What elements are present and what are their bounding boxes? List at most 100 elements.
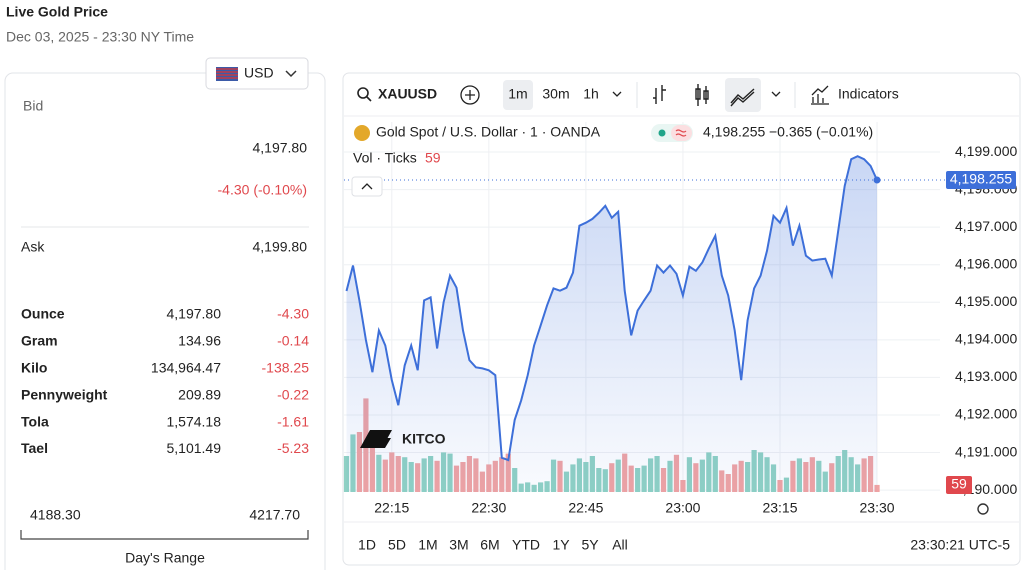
unit-change: -138.25 bbox=[262, 360, 310, 376]
collapse-button[interactable] bbox=[351, 176, 383, 197]
bars-icon[interactable] bbox=[653, 85, 666, 104]
legend-change: −0.365 bbox=[769, 124, 812, 140]
chevron bbox=[285, 70, 297, 78]
range-bar bbox=[20, 530, 309, 540]
plot: 4,199.0004,198.0004,197.0004,196.0004,19… bbox=[343, 122, 1017, 516]
unit-price: 5,101.49 bbox=[167, 440, 222, 456]
volume-legend: Vol · Ticks bbox=[353, 150, 417, 166]
range-button[interactable]: All bbox=[612, 537, 628, 553]
x-tick-label: 23:00 bbox=[665, 500, 700, 516]
chart-title: Gold Spot / U.S. Dollar · 1 · OANDA bbox=[376, 124, 601, 140]
unit-change: -0.14 bbox=[277, 333, 309, 349]
search-icon[interactable] bbox=[357, 87, 369, 99]
currency: USD bbox=[244, 65, 274, 81]
legend-price: 4,198.255 bbox=[703, 124, 765, 140]
x-tick-label: 22:45 bbox=[568, 500, 603, 516]
y-tick-label: 4,196.000 bbox=[955, 255, 1017, 271]
indicators-icon[interactable] bbox=[811, 85, 829, 105]
interval-active bbox=[503, 80, 533, 110]
add-symbol[interactable] bbox=[460, 85, 480, 105]
ask-label: Ask bbox=[21, 239, 45, 255]
watermark: KITCO bbox=[402, 431, 446, 447]
unit-change: -4.30 bbox=[277, 306, 309, 322]
interval[interactable]: 1h bbox=[583, 86, 599, 102]
unit-name: Kilo bbox=[21, 360, 47, 376]
legend-change-pct: (−0.01%) bbox=[816, 124, 873, 140]
bid-price: 4,197.80 bbox=[253, 140, 308, 156]
range-button[interactable]: 1Y bbox=[552, 537, 570, 553]
unit-price: 1,574.18 bbox=[167, 413, 222, 429]
range-button[interactable]: 1D bbox=[358, 537, 376, 553]
quote-card bbox=[4, 72, 326, 570]
unit-change: -1.61 bbox=[277, 413, 309, 429]
y-tick-label: 4,193.000 bbox=[955, 368, 1017, 384]
bid-change: -4.30 (-0.10%) bbox=[218, 182, 307, 198]
x-tick-label: 22:15 bbox=[374, 500, 409, 516]
range-button[interactable]: YTD bbox=[512, 537, 540, 553]
area-icon[interactable] bbox=[730, 88, 755, 107]
range-button[interactable]: 6M bbox=[480, 537, 499, 553]
area-fill bbox=[346, 156, 878, 492]
status-wave bbox=[675, 129, 687, 137]
bid-label: Bid bbox=[23, 98, 43, 114]
page-title: Live Gold Price bbox=[6, 4, 108, 20]
range-button[interactable]: 1M bbox=[418, 537, 437, 553]
unit-table: Ounce 4,197.80 -4.30 Gram 134.96 -0.14 Kilo 134… bbox=[21, 306, 309, 457]
y-tick-label: 4,195.000 bbox=[955, 293, 1017, 309]
chevron[interactable] bbox=[612, 91, 622, 97]
volume-bar bbox=[874, 484, 880, 492]
y-tick-label: 4,197.000 bbox=[955, 218, 1017, 234]
flag-stripes bbox=[216, 68, 238, 79]
range-button[interactable]: 5D bbox=[388, 537, 406, 553]
interval[interactable]: 30m bbox=[542, 86, 569, 102]
symbol[interactable]: XAUUSD bbox=[378, 86, 437, 102]
y-tick-label: 4,192.000 bbox=[955, 406, 1017, 422]
range-low: 4188.30 bbox=[30, 507, 81, 523]
date: Dec 03, 2025 - 23:30 NY Time bbox=[6, 29, 194, 45]
unit-change: -5.23 bbox=[277, 440, 309, 456]
unit-price: 134.96 bbox=[178, 333, 221, 349]
range-button[interactable]: 5Y bbox=[581, 537, 599, 553]
status-wave-bg bbox=[671, 125, 692, 141]
collapse-icon bbox=[361, 183, 373, 190]
unit-name: Tael bbox=[21, 440, 48, 456]
watermark-logo bbox=[360, 430, 392, 448]
y-tick-label: 4,191.000 bbox=[955, 443, 1017, 459]
range-buttons: 1D 5D 1M 3M 6M YTD 1Y 5Y All bbox=[358, 537, 628, 553]
unit-name: Tola bbox=[21, 413, 49, 429]
interval[interactable]: 1m bbox=[508, 86, 527, 102]
unit-price: 4,197.80 bbox=[167, 306, 222, 322]
candles-icon[interactable] bbox=[695, 84, 709, 106]
volume-tag bbox=[946, 476, 972, 494]
x-tick-label: 23:30 bbox=[860, 500, 895, 516]
symbol-logo bbox=[354, 125, 370, 141]
status-dot bbox=[658, 129, 666, 137]
volume-tag-label: 59 bbox=[951, 476, 967, 492]
y-tick-label: 4,199.000 bbox=[955, 143, 1017, 159]
last-point bbox=[873, 176, 881, 184]
unit-name: Pennyweight bbox=[21, 386, 108, 402]
range-label: Day's Range bbox=[125, 550, 205, 566]
unit-name: Ounce bbox=[21, 306, 65, 322]
x-tick-label: 23:15 bbox=[762, 500, 797, 516]
unit-name: Gram bbox=[21, 333, 58, 349]
y-tick-label: 4,194.000 bbox=[955, 331, 1017, 347]
clock: 23:30:21 UTC-5 bbox=[910, 537, 1010, 553]
unit-price: 209.89 bbox=[178, 386, 221, 402]
indicators[interactable]: Indicators bbox=[838, 86, 899, 102]
currency-select[interactable] bbox=[205, 57, 309, 90]
chevron[interactable] bbox=[771, 91, 781, 97]
plus bbox=[465, 90, 475, 100]
range-high: 4217.70 bbox=[249, 507, 300, 523]
x-tick-label: 22:30 bbox=[471, 500, 506, 516]
volume-legend-value: 59 bbox=[425, 150, 441, 166]
range-button[interactable]: 3M bbox=[449, 537, 468, 553]
price-tag bbox=[946, 171, 1016, 190]
interval-group: 1m 30m 1h bbox=[508, 86, 599, 102]
settings-icon[interactable] bbox=[977, 503, 989, 515]
unit-change: -0.22 bbox=[277, 386, 309, 402]
area-active bbox=[725, 78, 761, 112]
unit-price: 134,964.47 bbox=[151, 360, 221, 376]
